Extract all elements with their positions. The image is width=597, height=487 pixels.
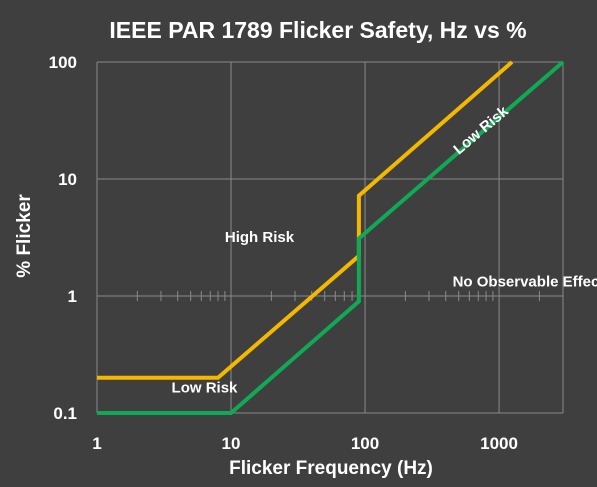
tick-labels: 1 10 100 1000 0.1 1 10 100 bbox=[49, 53, 518, 453]
x-axis-label: Flicker Frequency (Hz) bbox=[229, 458, 433, 479]
y-tick-label-100: 100 bbox=[49, 53, 77, 72]
annotation-4: No Observable Effect bbox=[453, 274, 597, 291]
annotation-2: Low Risk bbox=[172, 379, 239, 396]
y-tick-label-10: 10 bbox=[58, 170, 77, 189]
chart-title: IEEE PAR 1789 Flicker Safety, Hz vs % bbox=[109, 17, 526, 43]
y-axis-label: % Flicker bbox=[14, 194, 35, 278]
x-tick-label-1: 1 bbox=[92, 434, 101, 453]
series-lines bbox=[97, 60, 565, 415]
x-tick-label-100: 100 bbox=[351, 434, 379, 453]
x-tick-label-10: 10 bbox=[222, 434, 241, 453]
series-line-2 bbox=[97, 60, 565, 415]
y-tick-label-1: 1 bbox=[68, 287, 77, 306]
y-tick-label-0.1: 0.1 bbox=[53, 404, 77, 423]
annotation-1: High Risk bbox=[225, 229, 295, 246]
x-tick-label-1000: 1000 bbox=[480, 434, 518, 453]
